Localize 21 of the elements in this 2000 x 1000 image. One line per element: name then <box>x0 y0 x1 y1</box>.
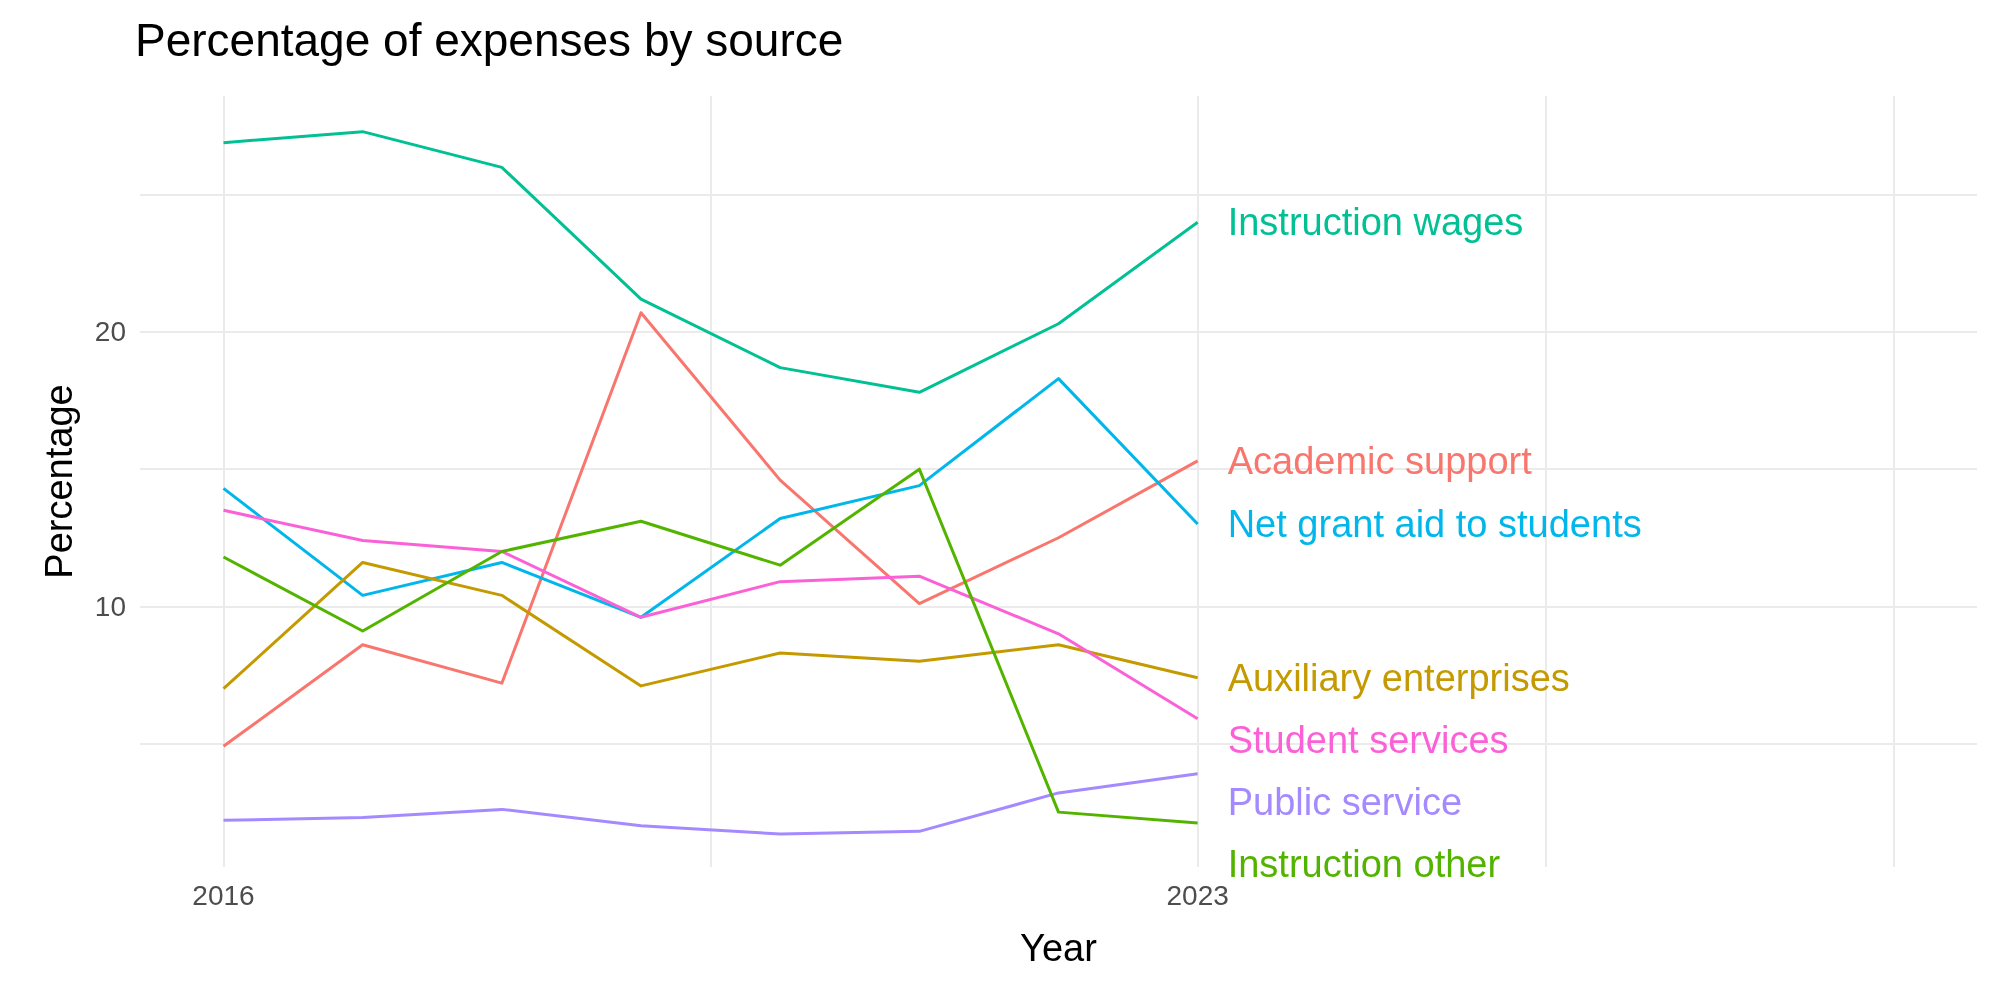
line-series <box>222 560 1200 691</box>
x-tick-label: 2016 <box>192 879 255 911</box>
line-series <box>222 467 1200 825</box>
y-axis-title: Percentage <box>38 384 80 579</box>
line-series <box>222 311 1200 748</box>
x-tick-label: 2023 <box>1166 879 1229 911</box>
series-label: Public service <box>1227 780 1463 823</box>
x-axis-title: Year <box>1020 927 1098 969</box>
series-label: Academic support <box>1227 439 1533 482</box>
line-series <box>222 130 1200 394</box>
series-label: Instruction wages <box>1227 201 1524 244</box>
y-tick-label: 10 <box>94 590 126 622</box>
series-label: Student services <box>1227 718 1509 761</box>
line-series <box>222 377 1200 619</box>
line-series <box>222 508 1200 721</box>
series-label: Instruction other <box>1227 842 1501 885</box>
chart-title: Percentage of expenses by source <box>135 14 844 66</box>
series-label: Net grant aid to students <box>1227 503 1642 546</box>
y-tick-label: 20 <box>94 316 126 348</box>
series-label: Auxiliary enterprises <box>1227 656 1570 699</box>
line-series <box>222 772 1200 836</box>
